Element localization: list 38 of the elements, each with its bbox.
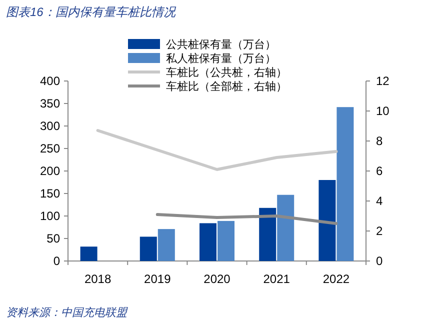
y-tick-label: 350 xyxy=(40,96,60,110)
bar xyxy=(140,236,157,261)
y2-tick-label: 4 xyxy=(376,194,383,208)
line-series xyxy=(156,213,338,225)
bar xyxy=(200,223,216,261)
y-tick-label: 300 xyxy=(40,119,60,133)
text: 资料来源：中国充电联盟 xyxy=(6,306,128,319)
legend-label: 车桩比（公共桩，右轴） xyxy=(166,66,287,79)
x-tick-label: 2018 xyxy=(84,272,112,286)
x-tick-label: 2020 xyxy=(204,272,231,286)
y-tick-label: 100 xyxy=(40,209,60,223)
legend-label: 车桩比（全部桩，右轴） xyxy=(166,80,287,93)
y-tick-label: 400 xyxy=(40,74,60,88)
bar xyxy=(158,229,175,261)
legend-label: 公共桩保有量（万台） xyxy=(166,38,276,51)
x-tick-label: 2022 xyxy=(322,272,350,286)
y-tick-label: 200 xyxy=(40,164,60,178)
x-tick-label: 2021 xyxy=(263,272,290,286)
x-tick-label: 2019 xyxy=(144,272,172,286)
y2-tick-label: 10 xyxy=(376,104,390,118)
y-tick-label: 150 xyxy=(40,186,60,200)
y-tick-label: 250 xyxy=(40,142,60,156)
bar xyxy=(277,194,294,261)
bar xyxy=(259,208,276,261)
bar xyxy=(318,180,336,261)
bar xyxy=(80,246,98,261)
y2-tick-label: 0 xyxy=(376,254,383,268)
y2-tick-label: 6 xyxy=(376,164,383,178)
legend-label: 私人桩保有量（万台） xyxy=(166,52,276,65)
y-tick-label: 50 xyxy=(46,232,60,246)
bar xyxy=(218,220,234,261)
y2-tick-label: 8 xyxy=(376,134,383,148)
y2-tick-label: 12 xyxy=(376,74,390,88)
y2-tick-label: 2 xyxy=(376,224,383,238)
chart-title: 图表16：国内保有量车桩比情况 xyxy=(6,5,176,19)
line-series xyxy=(96,129,338,171)
y-tick-label: 0 xyxy=(53,254,60,268)
bar xyxy=(336,107,354,261)
